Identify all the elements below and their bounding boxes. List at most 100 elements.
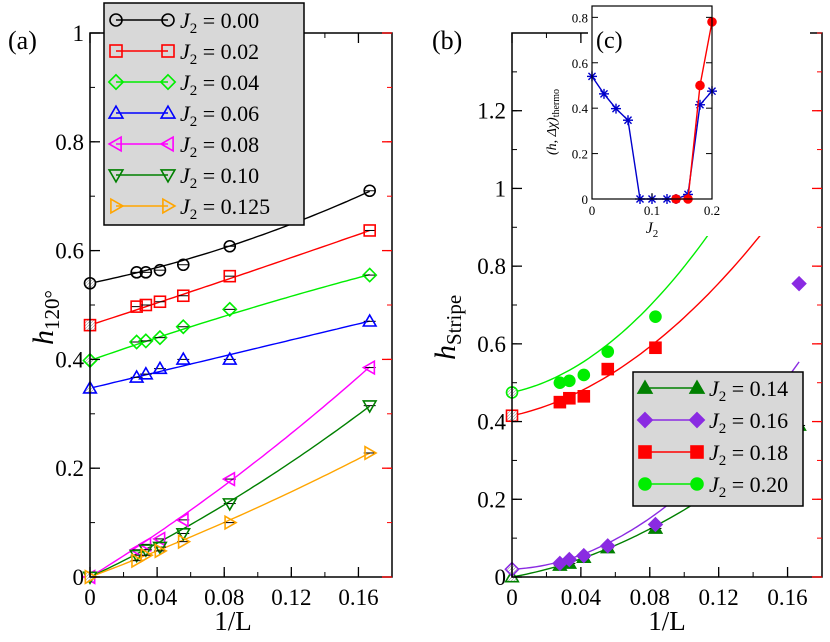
panel-b-legend-entry-0p16-label-value: = 0.16 [726, 408, 788, 433]
panel-a-legend-entry-0p02-label: J2 = 0.02 [180, 39, 259, 68]
panel-b-legend-entry-0p20-label-value: = 0.20 [726, 472, 788, 497]
panel-a-legend-entry-0p06-label-value: = 0.06 [197, 101, 259, 126]
panel-a-legend-entry-0p06-label-subscript: 2 [190, 114, 198, 130]
panel-a-series-0p06-point-3 [175, 351, 191, 365]
panel-a-legend-entry-0p06-marker-left [107, 104, 125, 119]
panel-a-series-0p00-point-5 [363, 184, 376, 198]
panel-a-legend-entry-0p06-marker-right [159, 104, 177, 119]
panel-b-series-0p16-point-2 [576, 547, 592, 564]
panel-b-ylabel-main: h [429, 345, 462, 360]
panel-a-legend-entry-0p08-label-value: = 0.08 [197, 132, 259, 157]
panel-a-series-0p08-point-4 [221, 471, 236, 487]
panel-b-legend-entry-0p14-label: J2 = 0.14 [709, 376, 788, 405]
panel-c-ytick-label-0: 0 [582, 192, 589, 207]
panel-b-legend-entry-0p16-marker-left [636, 411, 654, 429]
panel-b-series-0p20-point-1 [563, 374, 576, 388]
panel-a-series-0p00-point-4 [223, 239, 237, 253]
panel-b-legend-entry-0p20-label-symbol: J [709, 472, 720, 497]
panel-a-series-0p00-point-3 [176, 258, 190, 272]
panel-a-series-0p08-point-3 [175, 512, 189, 528]
panel-a-legend-entry-0p02-label-value: = 0.02 [197, 39, 259, 64]
panel-b-legend-entry-0p16-label-subscript: 2 [719, 421, 727, 437]
panel-a-ytick-label-4: 0.8 [55, 130, 84, 155]
panel-a-xtick-label-0: 0 [84, 585, 96, 610]
panel-a-ylabel: h120° [27, 290, 64, 345]
panel-a-series-0p00-point-1 [139, 266, 153, 279]
panel-a-legend-entry-0p125-label-subscript: 2 [190, 207, 198, 223]
panel-b-ytick-label-5: 1 [495, 176, 507, 201]
panel-a-series-0p02-point-0 [130, 300, 143, 313]
panel-b-legend-entry-0p14-label-subscript: 2 [719, 389, 727, 405]
panel-b-ytick-label-4: 0.8 [477, 254, 506, 279]
panel-a-legend-entry-0p00-marker-right [161, 13, 175, 27]
panel-a-series-0p02-point-1 [139, 298, 153, 312]
panel-a-legend-entry-0p10-label-symbol: J [180, 163, 191, 188]
panel-b-legend-entry-0p16-label-symbol: J [709, 408, 720, 433]
panel-b-series-0p18-point-2 [577, 390, 591, 403]
panel-a-series-0p10-point-4 [222, 498, 238, 512]
panel-b-ytick-label-1: 0.2 [477, 487, 506, 512]
panel-a-xtick-label-4: 0.16 [338, 585, 378, 610]
panel-a-legend-entry-0p125-label-symbol: J [180, 194, 191, 219]
panel-a-legend-entry-0p04-label-value: = 0.04 [197, 70, 259, 95]
panel-a-legend-entry-0p08-label: J2 = 0.08 [180, 132, 259, 161]
panel-b-ytick-label-3: 0.6 [477, 332, 506, 357]
panel-a-legend-entry-0p04-marker-left [107, 73, 125, 91]
panel-a-xtick-label-1: 0.04 [137, 585, 178, 610]
panel-b-legend-entry-0p20-label-subscript: 2 [719, 485, 727, 501]
panel-b-legend-entry-0p16-label: J2 = 0.16 [709, 408, 788, 437]
panel-c-series-h-point-1 [599, 88, 609, 99]
panel-b-legend-entry-0p18-label-value: = 0.18 [726, 440, 788, 465]
panel-a-legend-entry-0p10-marker-right [159, 169, 177, 184]
panel-b-xtick-label-3: 0.12 [699, 585, 739, 610]
panel-a-series-0p06-point-1 [138, 366, 154, 380]
panel-c-series-h-point-3-stroke [623, 116, 633, 125]
panel-a-xlabel: 1/L [214, 606, 252, 636]
panel-a-series-0p02-fit-line [89, 229, 370, 326]
panel-c-series-h-point-2 [611, 103, 621, 114]
panel-a-series-0p06-point-5 [361, 313, 378, 327]
panel-a-series-0p125-point-3 [177, 533, 192, 550]
panel-b-ylabel-sub: Stripe [442, 295, 466, 345]
panel-a-series-0p04-point-5 [361, 267, 378, 283]
panel-a-legend-entry-0p04-label: J2 = 0.04 [180, 70, 259, 99]
panel-a-series-0p00-point-2 [153, 263, 167, 277]
panel-a-series-0p10-point-2 [152, 541, 168, 556]
panel-a-series-0p02-point-2 [153, 295, 167, 309]
panel-a-series-0p02-point-3 [176, 289, 190, 303]
panel-a-series-0p02-point-5 [363, 224, 376, 237]
panel-a-ytick-label-0: 0 [73, 565, 85, 590]
panel-a-series-0p10-point-5 [361, 400, 378, 414]
panel-b-legend-entry-0p18-label-symbol: J [709, 440, 720, 465]
panel-c-xlabel: J2 [646, 220, 659, 240]
panel-a-legend-entry-0p04-label-subscript: 2 [190, 83, 198, 99]
panel-b-ytick-label-2: 0.4 [477, 410, 506, 435]
panel-a-legend-entry-0p02-marker-left [109, 44, 123, 58]
panel-a-legend-entry-0p00-marker-left [109, 13, 123, 27]
panel-b-label: (b) [432, 26, 462, 55]
panel-b-series-0p18-point-1 [563, 391, 576, 405]
panel-a-series-0p04-point-4 [222, 301, 238, 318]
panel-b-xlabel: 1/L [648, 606, 686, 636]
panel-c-xtick-label-2: 0.2 [704, 203, 720, 218]
panel-a-series-0p125-point-2 [154, 543, 168, 559]
panel-c-xtick-label-1: 0.1 [644, 203, 660, 218]
panel-a-legend-entry-0p00-label-value: = 0.00 [197, 8, 259, 33]
panel-a-legend-entry-0p125-label: J2 = 0.125 [180, 194, 270, 223]
panel-a-legend-entry-0p02-label-symbol: J [180, 39, 191, 64]
panel-c-ylabel-main: (h, Δχ) [545, 117, 560, 155]
panel-b-legend-entry-0p14-label-symbol: J [709, 376, 720, 401]
panel-c: (c) 0 0.1 0.2 0 0.2 0.4 0.6 0.8 J2 (h, Δχ)therm… [545, 4, 810, 240]
panel-a-series-0p125-point-4 [224, 514, 238, 531]
panel-c-series-h-point-3 [623, 115, 633, 126]
panel-b-legend-entry-0p16-marker-right [688, 411, 706, 429]
panel-a-legend-entry-0p125-marker-left [110, 197, 125, 215]
panel-c-series-h-point-1-stroke [599, 89, 609, 98]
panel-b-legend-entry-0p14-marker-right [688, 379, 706, 394]
panel-a-series-0p06-point-0 [128, 369, 145, 383]
panel-c-series-h-point-2-stroke [611, 104, 621, 113]
panel-b-series-0p20-point-3 [601, 345, 615, 358]
panel-c-series-h-point-9 [695, 99, 705, 110]
